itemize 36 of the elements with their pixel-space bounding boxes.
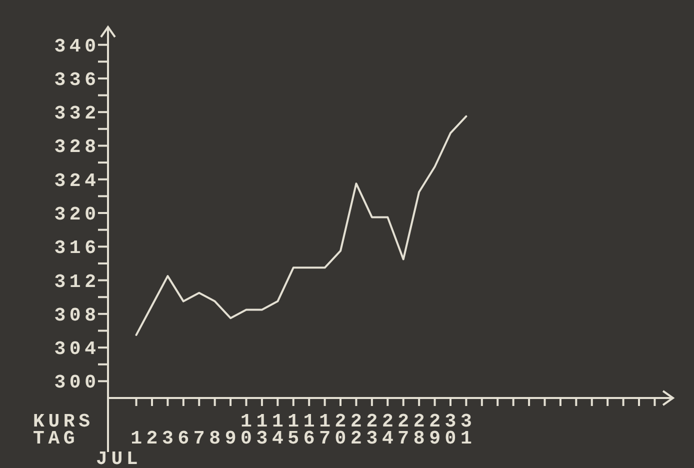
- x-tick-label: 29: [429, 410, 440, 450]
- y-tick-label: 300: [54, 372, 100, 394]
- x-tick-label: 30: [444, 410, 456, 450]
- y-tick-label: 332: [54, 102, 100, 125]
- y-tick-label: 324: [54, 170, 100, 192]
- x-tick-label: 3: [162, 428, 174, 450]
- x-tick-label: 17: [319, 410, 331, 450]
- x-tick-label: 31: [460, 410, 472, 450]
- x-tick-label: 14: [272, 410, 284, 450]
- x-tick-label: 22: [350, 410, 362, 450]
- y-tick-label: 320: [54, 204, 100, 226]
- y-tick-label: 340: [54, 35, 100, 58]
- x-tick-label: 27: [398, 410, 410, 450]
- y-tick-label: 336: [54, 68, 100, 91]
- line-series: [135, 115, 468, 336]
- x-tick-label: 24: [382, 410, 394, 450]
- y-tick-label: 316: [54, 237, 100, 260]
- x-tick-label: 28: [413, 410, 425, 450]
- x-tick-label: 10: [240, 410, 252, 450]
- x-tick-label: 20: [334, 410, 346, 450]
- x-tick-label: 2: [146, 428, 158, 450]
- y-tick-label: 328: [54, 136, 100, 158]
- x-axis-title: TAG: [33, 428, 79, 450]
- y-tick-label: 312: [54, 270, 100, 293]
- y-tick-label: 304: [54, 338, 100, 360]
- y-tick-label: 308: [54, 304, 100, 326]
- x-tick-label: 8: [209, 428, 221, 450]
- text: JUL: [96, 448, 142, 468]
- x-tick-label: 15: [288, 410, 300, 450]
- x-tick-label: 13: [256, 410, 268, 450]
- x-tick-label: 9: [224, 428, 236, 450]
- x-tick-label: 2 3: [366, 410, 378, 450]
- x-tick-label: 16: [303, 410, 315, 450]
- x-tick-label: 6: [178, 428, 190, 450]
- x-tick-label: 1: [130, 428, 142, 450]
- x-tick-label: 7: [193, 428, 205, 450]
